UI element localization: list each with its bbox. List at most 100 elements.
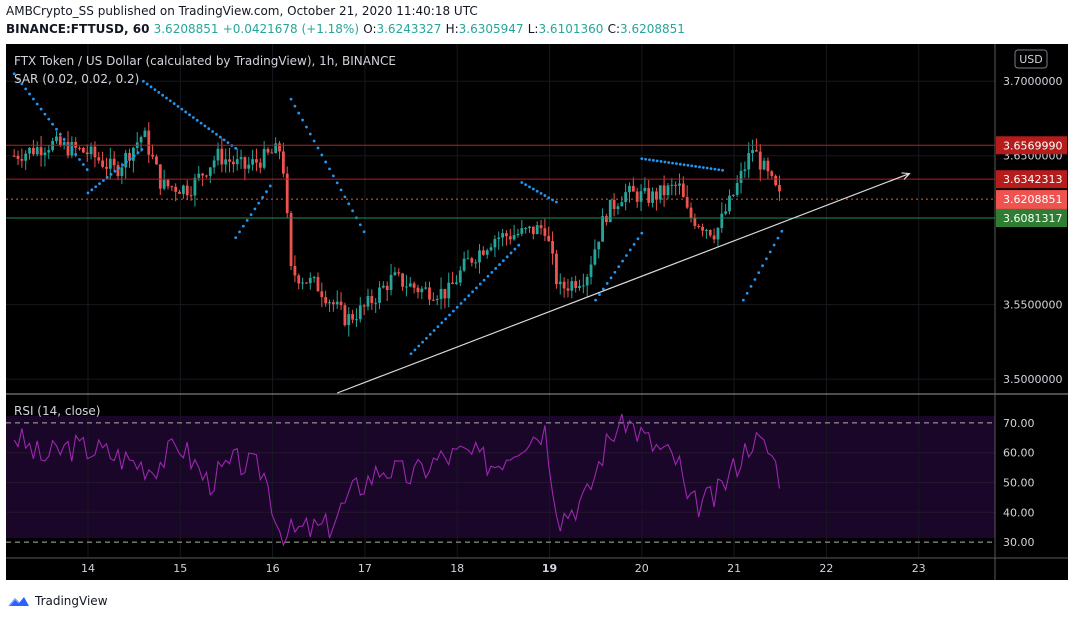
sar-dot bbox=[86, 191, 90, 195]
candle-body bbox=[155, 156, 158, 165]
candle-body bbox=[643, 188, 647, 192]
candle-body bbox=[651, 191, 654, 203]
trendline[interactable] bbox=[336, 172, 911, 394]
rsi-tick-label: 60.00 bbox=[1003, 447, 1035, 460]
rsi-tick-label: 70.00 bbox=[1003, 417, 1035, 430]
currency-button[interactable] bbox=[1014, 49, 1048, 69]
candle-body bbox=[297, 275, 301, 284]
sar-dot bbox=[651, 158, 655, 162]
candle-body bbox=[89, 146, 93, 155]
publisher-line: AMBCrypto_SS published on TradingView.co… bbox=[6, 4, 478, 18]
candle-body bbox=[385, 285, 389, 291]
sar-dot bbox=[335, 181, 339, 185]
candle-body bbox=[112, 158, 116, 166]
candle-body bbox=[451, 282, 454, 285]
sar-dot bbox=[215, 132, 218, 136]
sar-dot bbox=[51, 122, 55, 126]
candle-body bbox=[508, 236, 512, 240]
price-tick-label: 3.7000000 bbox=[1003, 75, 1063, 88]
candle-body bbox=[751, 150, 754, 154]
candle-body bbox=[620, 202, 624, 207]
price-tag-label: 3.6342313 bbox=[1003, 173, 1063, 186]
candle-body bbox=[612, 199, 616, 209]
candle-body bbox=[435, 298, 439, 301]
candle-body bbox=[481, 250, 485, 255]
candle-body bbox=[243, 157, 247, 169]
candle-body bbox=[31, 147, 35, 155]
time-tick-label: 17 bbox=[358, 562, 372, 575]
sar-dot bbox=[16, 77, 20, 81]
candle-body bbox=[97, 157, 101, 161]
candle-body bbox=[351, 314, 354, 320]
sar-dot bbox=[297, 111, 301, 115]
sar-dot bbox=[605, 282, 609, 285]
sar-dot bbox=[498, 263, 501, 266]
sar-dot bbox=[43, 112, 47, 116]
sar-dot bbox=[644, 157, 648, 161]
sar-dot bbox=[598, 293, 601, 296]
candle-body bbox=[462, 258, 466, 271]
sar-dot bbox=[145, 82, 149, 86]
sar-dot bbox=[141, 79, 145, 83]
sar-dot bbox=[655, 159, 659, 163]
currency-button-label[interactable]: USD bbox=[1019, 53, 1043, 66]
candle-body bbox=[635, 191, 639, 202]
candle-body bbox=[624, 192, 628, 203]
price-tag-resistance bbox=[996, 136, 1067, 155]
candle-body bbox=[539, 225, 543, 229]
sar-dot bbox=[289, 97, 293, 101]
candle-body bbox=[528, 226, 531, 229]
sar-dot bbox=[509, 251, 513, 255]
candle-body bbox=[531, 226, 535, 235]
candle-body bbox=[412, 283, 416, 288]
candle-body bbox=[597, 241, 601, 250]
candle-body bbox=[493, 239, 497, 248]
sar-dot bbox=[109, 172, 113, 176]
candle-body bbox=[639, 191, 643, 202]
sar-dot bbox=[417, 344, 421, 348]
candle-body bbox=[497, 237, 501, 240]
candle-body bbox=[520, 228, 524, 234]
candle-body bbox=[628, 185, 631, 193]
candle-body bbox=[720, 213, 724, 228]
sar-dot bbox=[455, 305, 459, 309]
candle-body bbox=[547, 235, 551, 241]
last-price: 3.6208851 bbox=[153, 22, 219, 36]
candle-body bbox=[743, 169, 747, 172]
candle-body bbox=[139, 137, 143, 143]
candle-body bbox=[120, 167, 124, 176]
price-tag-last bbox=[996, 190, 1067, 209]
candle-body bbox=[278, 143, 281, 152]
chart-title: FTX Token / US Dollar (calculated by Tra… bbox=[14, 54, 396, 68]
candle-body bbox=[455, 282, 458, 285]
sar-dot bbox=[701, 166, 705, 169]
sar-dot bbox=[601, 287, 605, 291]
sar-dot bbox=[531, 187, 535, 191]
sar-dot bbox=[440, 321, 444, 325]
candle-body bbox=[608, 199, 612, 223]
candle-body bbox=[174, 186, 178, 192]
rsi-line bbox=[13, 413, 781, 547]
sar-indicator-label: SAR (0.02, 0.02, 0.2) bbox=[14, 72, 139, 86]
candle-body bbox=[93, 146, 97, 158]
sar-dot bbox=[501, 259, 505, 263]
candle-body bbox=[362, 305, 366, 307]
candle-body bbox=[712, 235, 716, 240]
candle-body bbox=[378, 287, 381, 303]
candle-body bbox=[447, 282, 451, 299]
candle-body bbox=[47, 150, 51, 153]
candle-body bbox=[666, 185, 670, 196]
footer-brand[interactable]: TradingView bbox=[8, 591, 108, 611]
candle-body bbox=[424, 287, 428, 289]
sar-dot bbox=[671, 161, 674, 165]
candle-body bbox=[408, 283, 412, 287]
candle-body bbox=[685, 197, 689, 208]
sar-dot bbox=[547, 196, 551, 200]
candle-body bbox=[128, 152, 131, 161]
price-tag-label: 3.6569990 bbox=[1003, 139, 1063, 152]
price-tag-support bbox=[996, 209, 1067, 228]
sar-dot bbox=[451, 309, 455, 313]
trendline-segment bbox=[336, 173, 910, 394]
sar-dot bbox=[165, 96, 168, 100]
